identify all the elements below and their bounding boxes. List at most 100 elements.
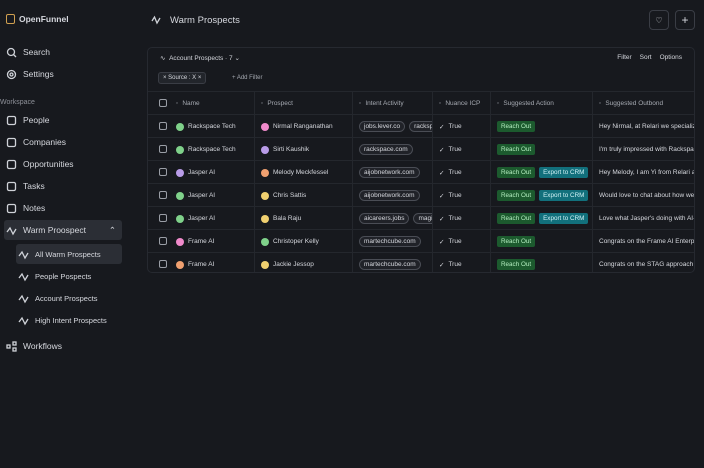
- column-icon: ◦: [359, 100, 362, 107]
- subnav-item[interactable]: Account Prospects: [16, 288, 122, 308]
- toolbar-action[interactable]: Filter: [617, 54, 632, 61]
- workspace-name[interactable]: OpenFunnel: [19, 14, 69, 24]
- add-filter[interactable]: + Add Filter: [232, 75, 263, 81]
- cell: Sirti Kaushik: [254, 138, 351, 161]
- avatar: [176, 214, 184, 223]
- nav-item[interactable]: People: [4, 110, 122, 130]
- toolbar-action[interactable]: Sort: [639, 54, 652, 61]
- subnav-item[interactable]: All Warm Prospects: [16, 244, 122, 264]
- label: Nuance ICP: [445, 100, 481, 107]
- checkbox[interactable]: [159, 99, 167, 107]
- cell: Rackspace Tech: [170, 138, 250, 161]
- intent-tag[interactable]: aicareers.jobs: [359, 213, 410, 224]
- filter-chip[interactable]: × Source : X ×: [158, 72, 207, 84]
- warm-prospect-group[interactable]: Warm Proospect ⌃: [4, 220, 122, 240]
- label: Prospect: [267, 100, 293, 107]
- company-name[interactable]: Jasper AI: [188, 215, 216, 222]
- intent-tag[interactable]: magicjobs: [413, 213, 432, 224]
- toolbar-action[interactable]: Options: [659, 54, 682, 61]
- action-button[interactable]: Reach Out: [497, 167, 536, 178]
- subnav-item[interactable]: High Intent Prospects: [16, 310, 122, 330]
- favorite-button[interactable]: ♡: [649, 10, 669, 30]
- nav-item[interactable]: Opportunities: [4, 154, 122, 174]
- nav-item[interactable]: Tasks: [4, 176, 122, 196]
- action-button[interactable]: Reach Out: [497, 259, 536, 270]
- prospect-name[interactable]: Christoper Kelly: [273, 238, 319, 245]
- check: ✓: [439, 215, 445, 223]
- cell: Reach Out Export to CRM: [490, 161, 592, 184]
- action-button[interactable]: Export to CRM: [539, 167, 589, 178]
- search[interactable]: Search: [4, 42, 122, 62]
- label: Add Filter: [236, 75, 263, 81]
- company-name[interactable]: Frame AI: [188, 261, 215, 268]
- intent-tag[interactable]: aijobnetwork.com: [359, 190, 420, 201]
- cell: ✓ True: [432, 207, 490, 230]
- icp-value: True: [448, 192, 462, 199]
- avatar: [176, 237, 184, 246]
- table-row: Jasper AI Chris Sattis aijobnetwork.com ✓ Tr…: [148, 183, 694, 207]
- label: Source : X: [168, 75, 197, 81]
- intent-tag[interactable]: rackspace.com: [409, 121, 432, 132]
- prospect-name[interactable]: Bala Raju: [273, 215, 302, 222]
- checkbox[interactable]: [159, 260, 167, 268]
- table-row: Jasper AI Bala Raju aicareers.jobsmagicjob…: [148, 206, 694, 230]
- cell: Jackie Jessop: [254, 253, 351, 272]
- action-button[interactable]: Reach Out: [497, 121, 536, 132]
- prospect-name[interactable]: Chris Sattis: [273, 192, 307, 199]
- company-name[interactable]: Jasper AI: [188, 192, 216, 199]
- company-name[interactable]: Rackspace Tech: [188, 146, 236, 153]
- action-button[interactable]: Export to CRM: [539, 190, 589, 201]
- label: High Intent Prospects: [35, 315, 107, 325]
- page-title: Warm Prospects: [170, 15, 240, 26]
- view-selector[interactable]: ∿ Account Prospects · 7 ⌄: [160, 55, 240, 62]
- intent-tag[interactable]: rackspace.com: [359, 144, 413, 155]
- cell: Reach Out: [490, 115, 592, 138]
- column-icon: ◦: [176, 100, 179, 107]
- checkbox[interactable]: [159, 214, 167, 222]
- column-header: ◦ Suggested Action: [490, 92, 592, 115]
- action-button[interactable]: Export to CRM: [539, 213, 589, 224]
- prospect-name[interactable]: Nirmal Ranganathan: [273, 123, 333, 130]
- cell: aijobnetwork.com: [352, 184, 432, 207]
- action-button[interactable]: Reach Out: [497, 190, 536, 201]
- prospect-name[interactable]: Jackie Jessop: [273, 261, 314, 268]
- action-button[interactable]: Reach Out: [497, 236, 536, 247]
- cell: ✓ True: [432, 138, 490, 161]
- checkbox[interactable]: [159, 122, 167, 130]
- subnav-item[interactable]: People Pospects: [16, 266, 122, 286]
- workflows[interactable]: Workflows: [4, 336, 122, 356]
- check: ✓: [439, 192, 445, 200]
- company-name[interactable]: Jasper AI: [188, 169, 216, 176]
- action-button[interactable]: Reach Out: [497, 144, 536, 155]
- column-header: ◦ Intent Activity: [352, 92, 432, 115]
- logo: [6, 14, 15, 24]
- intent-tag[interactable]: martechcube.com: [359, 259, 421, 270]
- prospect-name[interactable]: Melody Meckfessel: [273, 169, 329, 176]
- intent-tag[interactable]: aijobnetwork.com: [359, 167, 420, 178]
- cell: Congrats on the Frame AI Enterpri: [592, 230, 694, 253]
- settings[interactable]: Settings: [4, 64, 122, 84]
- action-button[interactable]: Reach Out: [497, 213, 536, 224]
- label: All Warm Prospects: [35, 249, 101, 259]
- add-button[interactable]: +: [675, 10, 695, 30]
- avatar: [261, 214, 269, 223]
- company-name[interactable]: Frame AI: [188, 238, 215, 245]
- prospect-name[interactable]: Sirti Kaushik: [273, 146, 310, 153]
- intent-tag[interactable]: jobs.lever.co: [359, 121, 406, 132]
- company-name[interactable]: Rackspace Tech: [188, 123, 236, 130]
- cell: ✓ True: [432, 161, 490, 184]
- nav-item[interactable]: Companies: [4, 132, 122, 152]
- avatar: [176, 191, 184, 200]
- avatar: [176, 168, 184, 177]
- checkbox[interactable]: [159, 191, 167, 199]
- column-icon: ◦: [497, 100, 500, 107]
- checkbox[interactable]: [159, 237, 167, 245]
- checkbox[interactable]: [159, 145, 167, 153]
- label: People: [23, 115, 50, 125]
- checkbox[interactable]: [159, 168, 167, 176]
- cell: Love what Jasper's doing with AI-: [592, 207, 694, 230]
- nav-item[interactable]: Notes: [4, 198, 122, 218]
- intent-tag[interactable]: martechcube.com: [359, 236, 421, 247]
- label: Companies: [23, 137, 66, 147]
- cell: Jasper AI: [170, 184, 250, 207]
